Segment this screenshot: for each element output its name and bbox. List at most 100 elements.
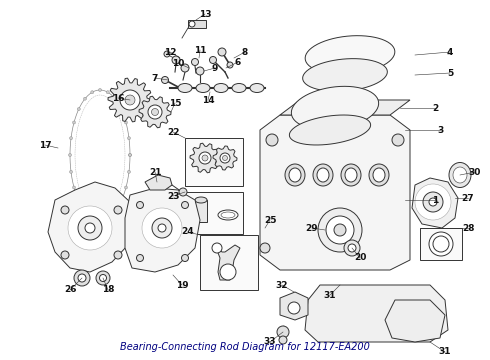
Circle shape (202, 155, 208, 161)
Circle shape (68, 206, 112, 250)
Circle shape (114, 251, 122, 259)
Circle shape (61, 206, 69, 214)
Circle shape (210, 57, 217, 63)
Text: 4: 4 (447, 48, 453, 57)
Circle shape (189, 21, 195, 27)
Circle shape (106, 216, 109, 219)
Circle shape (429, 232, 453, 256)
Text: 14: 14 (202, 95, 214, 104)
Ellipse shape (218, 210, 238, 220)
Circle shape (124, 121, 127, 124)
Text: 25: 25 (264, 216, 276, 225)
Circle shape (77, 108, 80, 111)
Circle shape (148, 105, 162, 119)
Text: 27: 27 (462, 194, 474, 202)
Polygon shape (280, 292, 308, 320)
Polygon shape (70, 90, 130, 220)
Circle shape (212, 243, 222, 253)
Circle shape (433, 236, 449, 252)
Circle shape (429, 198, 437, 206)
Circle shape (348, 244, 356, 252)
Circle shape (172, 56, 180, 64)
Circle shape (218, 48, 226, 56)
Circle shape (114, 97, 117, 100)
Circle shape (196, 67, 204, 75)
Circle shape (78, 216, 102, 240)
Text: 2: 2 (432, 104, 438, 112)
Circle shape (98, 219, 101, 221)
Polygon shape (280, 100, 410, 115)
Circle shape (120, 90, 140, 110)
Circle shape (279, 336, 287, 344)
Text: 32: 32 (276, 280, 288, 289)
Ellipse shape (453, 167, 467, 183)
Text: 1: 1 (432, 195, 438, 204)
Ellipse shape (345, 168, 357, 182)
Text: 17: 17 (39, 140, 51, 149)
Circle shape (326, 216, 354, 244)
Text: 12: 12 (164, 48, 176, 57)
Ellipse shape (317, 168, 329, 182)
Circle shape (73, 186, 75, 189)
Polygon shape (260, 115, 410, 270)
Circle shape (164, 51, 170, 57)
Circle shape (114, 206, 122, 214)
Circle shape (220, 264, 236, 280)
Circle shape (137, 255, 144, 261)
Text: 16: 16 (112, 94, 124, 103)
Ellipse shape (373, 168, 385, 182)
Circle shape (423, 192, 443, 212)
Text: 10: 10 (172, 59, 184, 68)
Polygon shape (145, 175, 172, 190)
Bar (185, 138, 243, 186)
Circle shape (137, 202, 144, 208)
Circle shape (344, 240, 360, 256)
Circle shape (277, 326, 289, 338)
Circle shape (106, 91, 109, 94)
Ellipse shape (341, 164, 361, 186)
Text: 30: 30 (469, 167, 481, 176)
Circle shape (227, 62, 233, 68)
Circle shape (128, 153, 131, 157)
Polygon shape (385, 300, 445, 342)
Circle shape (77, 199, 80, 202)
Text: 28: 28 (462, 224, 474, 233)
Circle shape (415, 184, 451, 220)
Circle shape (162, 77, 169, 84)
Bar (185, 192, 243, 234)
Circle shape (99, 275, 106, 282)
Text: 5: 5 (447, 68, 453, 77)
Ellipse shape (285, 164, 305, 186)
Circle shape (124, 186, 127, 189)
Text: 31: 31 (324, 291, 336, 300)
Bar (200, 235, 258, 290)
Text: 8: 8 (242, 48, 248, 57)
Circle shape (127, 137, 130, 140)
Polygon shape (292, 86, 379, 130)
Text: 24: 24 (182, 228, 195, 237)
Circle shape (181, 202, 189, 208)
Circle shape (179, 188, 187, 196)
Ellipse shape (214, 84, 228, 93)
Polygon shape (125, 188, 200, 272)
Circle shape (128, 153, 131, 157)
Bar (195, 200, 207, 222)
Polygon shape (305, 285, 448, 342)
Polygon shape (303, 59, 387, 91)
Circle shape (151, 108, 158, 116)
Circle shape (152, 218, 172, 238)
Circle shape (288, 302, 300, 314)
Circle shape (192, 58, 198, 66)
Text: 7: 7 (152, 73, 158, 82)
Text: 26: 26 (64, 285, 76, 294)
Circle shape (83, 210, 87, 213)
Circle shape (158, 224, 166, 232)
Circle shape (61, 251, 69, 259)
Text: 9: 9 (212, 63, 218, 72)
Text: 23: 23 (167, 192, 179, 201)
Ellipse shape (232, 84, 246, 93)
Polygon shape (108, 78, 152, 122)
Circle shape (69, 153, 72, 157)
Circle shape (127, 170, 130, 173)
Text: 22: 22 (167, 127, 179, 136)
